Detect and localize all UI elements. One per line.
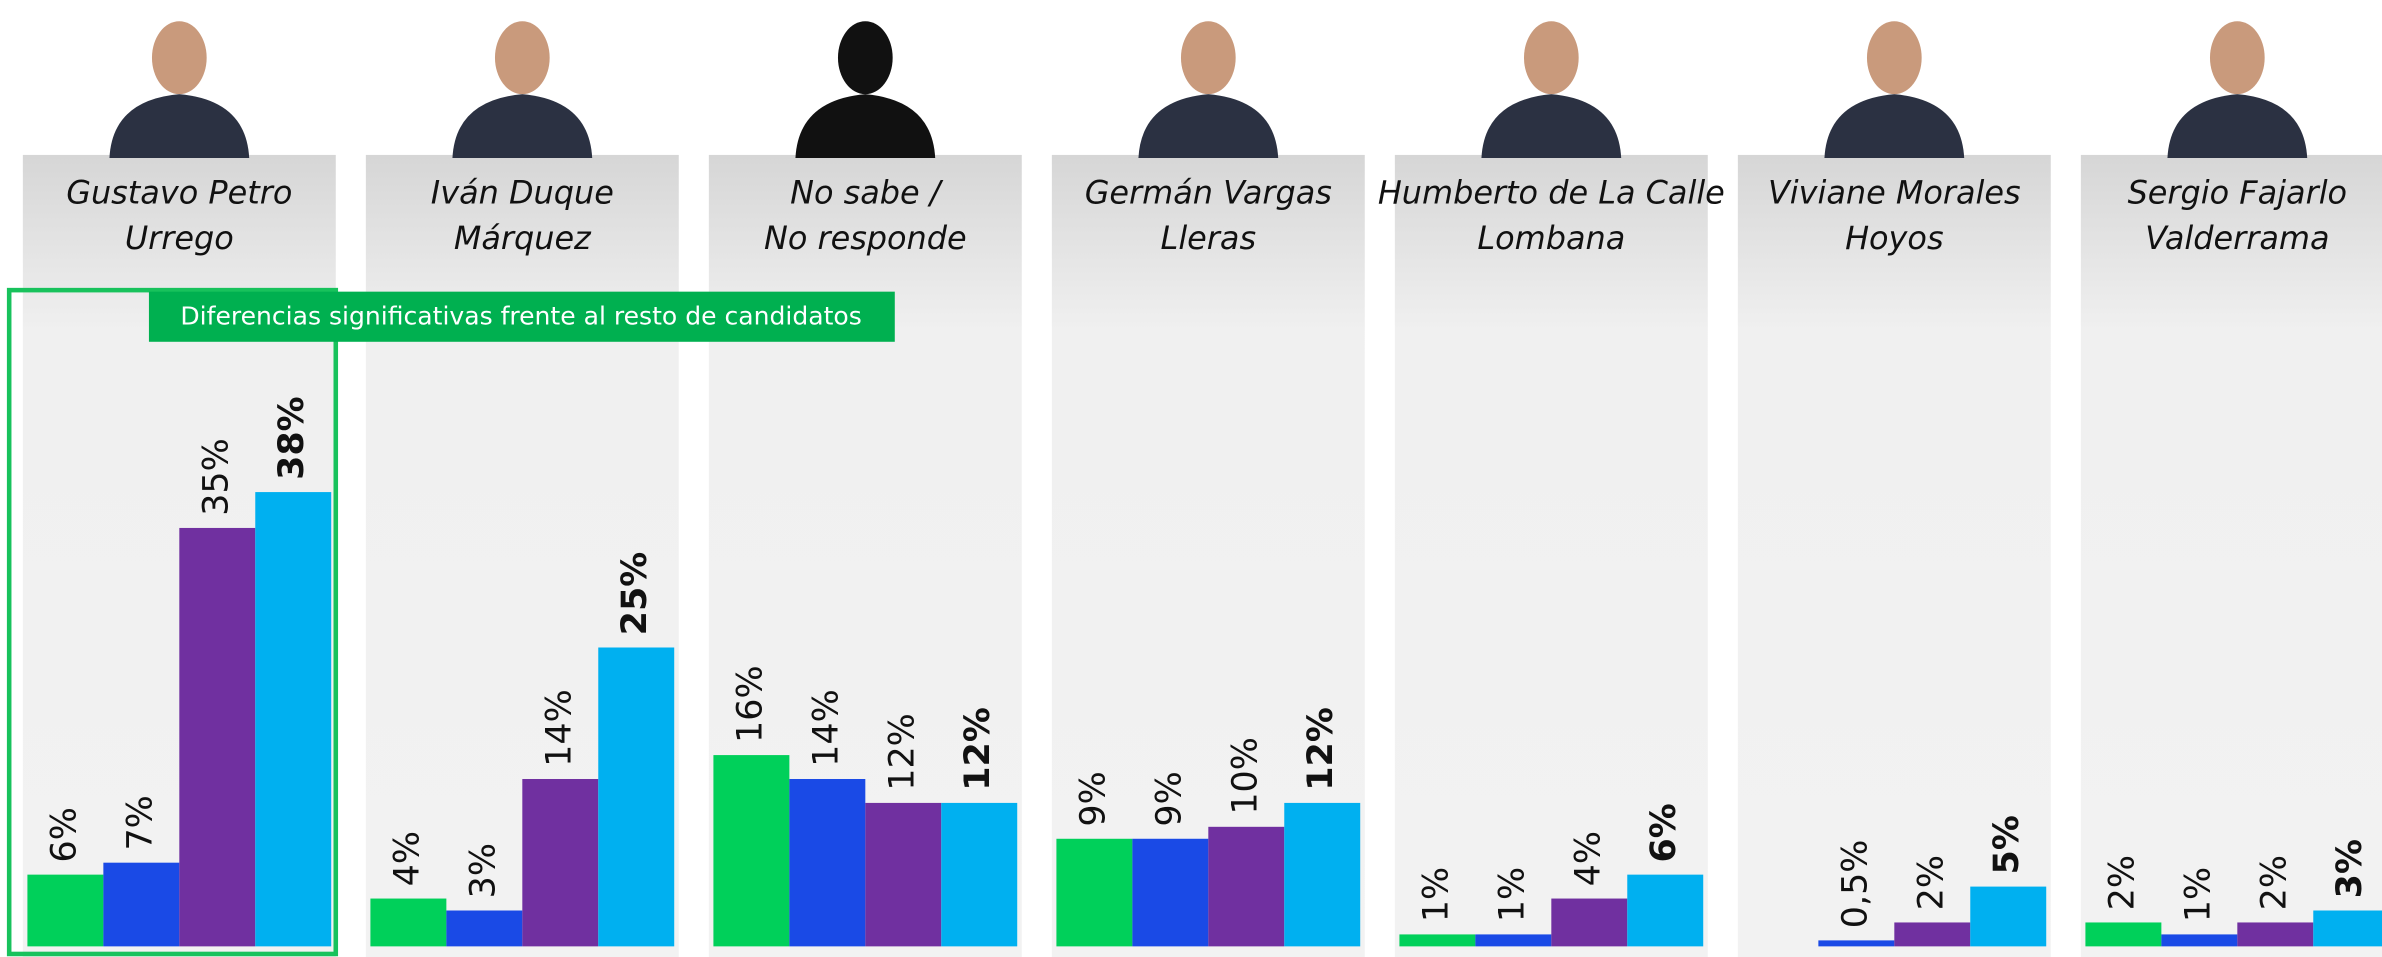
value-label: 14% xyxy=(539,689,579,767)
value-label: 16% xyxy=(730,665,770,743)
bar xyxy=(1284,803,1360,946)
value-label: 12% xyxy=(958,707,998,791)
candidate-name: Valderrama xyxy=(2145,219,2329,257)
bar xyxy=(865,803,941,946)
portrait xyxy=(2167,21,2307,158)
bar xyxy=(713,755,789,946)
portrait-head xyxy=(1181,21,1236,94)
bar xyxy=(1627,875,1703,947)
value-label: 14% xyxy=(806,689,846,767)
value-label: 12% xyxy=(882,713,922,791)
value-label: 4% xyxy=(1568,831,1608,886)
portrait xyxy=(1138,21,1278,158)
bar xyxy=(2161,934,2237,946)
bar xyxy=(522,779,598,946)
value-label: 2% xyxy=(2102,855,2142,910)
value-label: 4% xyxy=(387,831,427,886)
bar xyxy=(1208,827,1284,947)
candidate-name: No responde xyxy=(764,219,967,257)
value-label: 10% xyxy=(1225,737,1265,815)
value-label: 9% xyxy=(1149,771,1189,826)
value-label: 2% xyxy=(2254,855,2294,910)
bar xyxy=(1818,940,1894,946)
value-label: 7% xyxy=(120,795,160,850)
bar xyxy=(370,899,446,947)
candidate-name: Hoyos xyxy=(1845,219,1944,257)
candidate-name: Germán Vargas xyxy=(1085,174,1332,212)
bar xyxy=(1132,839,1208,947)
portrait-head xyxy=(1867,21,1922,94)
bar xyxy=(598,647,674,946)
candidate-name: Viviane Morales xyxy=(1768,174,2021,212)
value-label: 1% xyxy=(1416,867,1456,922)
portrait xyxy=(452,21,592,158)
portrait-head xyxy=(495,21,550,94)
candidate-name: Iván Duque xyxy=(431,174,614,212)
bar xyxy=(103,863,179,947)
candidate-name: Urrego xyxy=(125,219,234,257)
portrait-body xyxy=(1138,94,1278,158)
candidate-name: Márquez xyxy=(454,219,592,257)
panel xyxy=(2081,155,2382,957)
bar xyxy=(1056,839,1132,947)
portrait-body xyxy=(1824,94,1964,158)
bar xyxy=(255,492,331,946)
bar xyxy=(1399,934,1475,946)
bar xyxy=(1970,887,2046,947)
value-label: 3% xyxy=(2330,839,2370,898)
portrait-body xyxy=(795,94,935,158)
bar xyxy=(1551,899,1627,947)
candidate-name: Sergio Fajarlo xyxy=(2128,174,2348,212)
portrait-body xyxy=(1481,94,1621,158)
value-label: 25% xyxy=(615,552,655,636)
portrait-head xyxy=(1524,21,1579,94)
candidate-name: Gustavo Petro xyxy=(66,174,292,212)
value-label: 5% xyxy=(1987,815,2027,874)
page: Gustavo Petro Urrego Iván Duque Márquez No s… xyxy=(0,0,2382,957)
chart: Gustavo Petro Urrego Iván Duque Márquez No s… xyxy=(0,0,2382,957)
value-label: 6% xyxy=(1644,803,1684,862)
value-label: 12% xyxy=(1301,707,1341,791)
value-label: 6% xyxy=(44,807,84,862)
bar xyxy=(2237,922,2313,946)
bar xyxy=(2313,911,2382,947)
candidate-name: Humberto de La Calle xyxy=(1378,174,1725,212)
bar xyxy=(941,803,1017,946)
value-label: 3% xyxy=(463,843,503,898)
value-label: 35% xyxy=(196,438,236,516)
value-label: 9% xyxy=(1073,771,1113,826)
value-label: 2% xyxy=(1911,855,1951,910)
portrait-body xyxy=(452,94,592,158)
candidate-name: Lleras xyxy=(1161,219,1257,257)
value-label: 1% xyxy=(1492,867,1532,922)
bar xyxy=(789,779,865,946)
portrait-head xyxy=(152,21,207,94)
portrait-head xyxy=(2210,21,2265,94)
value-label: 38% xyxy=(272,396,312,480)
candidate-name: No sabe / xyxy=(790,174,944,212)
bar xyxy=(1894,922,1970,946)
bar xyxy=(1475,934,1551,946)
portrait xyxy=(109,21,249,158)
portrait-head xyxy=(838,21,893,94)
portrait xyxy=(1824,21,1964,158)
value-label: 0,5% xyxy=(1835,840,1875,929)
candidate-name: Lombana xyxy=(1477,219,1625,257)
value-label: 1% xyxy=(2178,867,2218,922)
portrait-body xyxy=(2167,94,2307,158)
portrait xyxy=(795,21,935,158)
bar xyxy=(179,528,255,946)
bar xyxy=(2085,922,2161,946)
bar xyxy=(27,875,103,947)
portrait xyxy=(1481,21,1621,158)
portrait-body xyxy=(109,94,249,158)
annotation: Diferencias significativas frente al res… xyxy=(180,301,861,330)
bar xyxy=(446,911,522,947)
